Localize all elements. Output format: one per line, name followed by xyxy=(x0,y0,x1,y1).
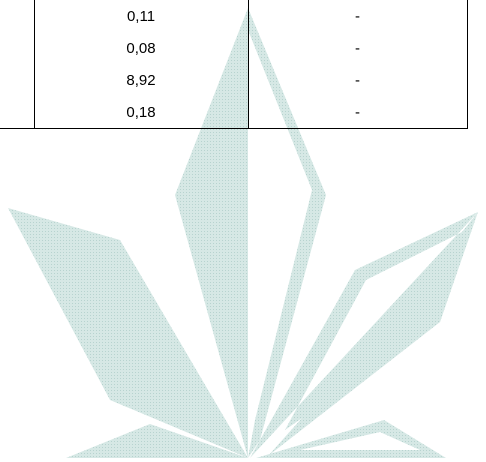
right-wing-leaf xyxy=(250,212,478,458)
table-row: 8,92 - xyxy=(0,70,486,92)
dash-cell: - xyxy=(355,104,360,121)
table-column-divider xyxy=(248,0,249,129)
value-cell: 0,08 xyxy=(126,40,156,57)
value-cell: 0,11 xyxy=(126,8,156,25)
center-leaf-left-half xyxy=(175,8,248,458)
dash-cell: - xyxy=(355,8,360,25)
table-row: 0,18 - xyxy=(0,102,486,124)
lower-right-leaf-inner xyxy=(300,432,420,450)
table-column-divider xyxy=(467,0,468,129)
table-row: 0,08 - xyxy=(0,38,486,60)
dash-cell: - xyxy=(355,72,360,89)
table-row: 0,11 - xyxy=(0,6,486,28)
data-table-fragment: 0,11 - 0,08 - 8,92 - 0,18 - xyxy=(0,0,486,130)
value-cell: 0,18 xyxy=(126,104,156,121)
dash-cell: - xyxy=(355,40,360,57)
table-column-divider xyxy=(34,0,35,129)
center-leaf-right-outline xyxy=(248,8,326,458)
lower-left-leaf xyxy=(66,424,248,458)
table-bottom-border xyxy=(0,128,468,129)
value-cell: 8,92 xyxy=(126,72,156,89)
left-wing-leaf xyxy=(8,208,248,458)
